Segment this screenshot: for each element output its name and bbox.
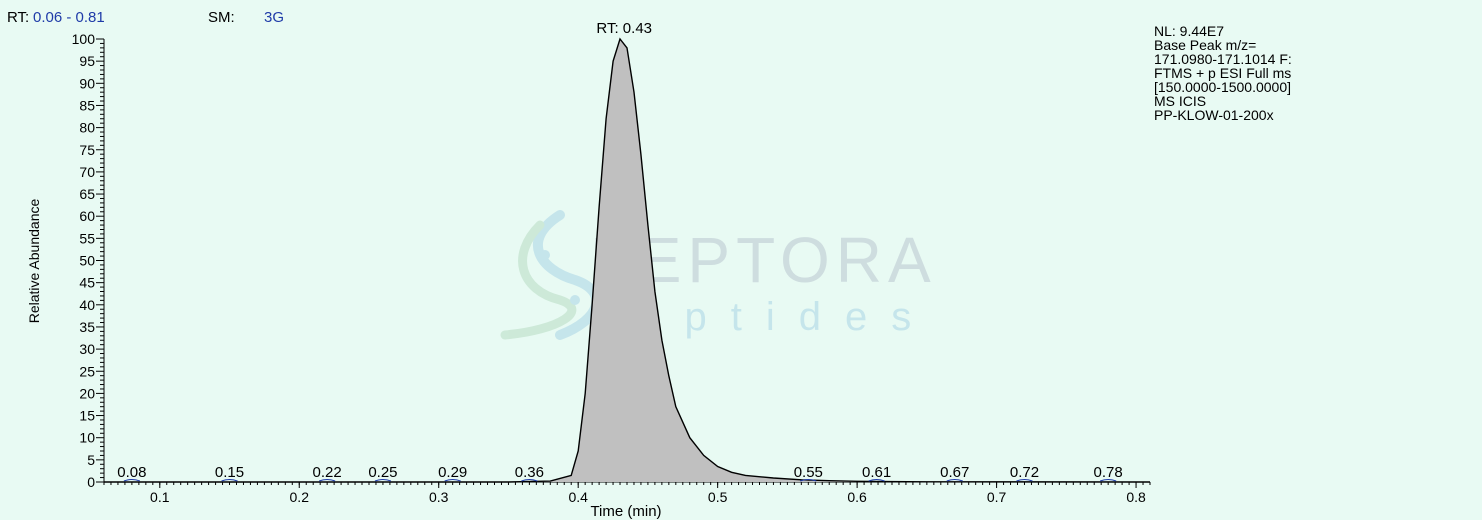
minor-peak-label: 0.22 [313, 464, 342, 481]
x-axis-title: Time (min) [590, 503, 661, 520]
minor-peak [1016, 479, 1033, 482]
minor-peak [1099, 479, 1117, 482]
label-layer: RT: 0.43 0.08 0.15 0.22 0.25 0.29 0.36 0.55 0.61… [117, 20, 1122, 481]
y-tick-label: 70 [79, 164, 95, 180]
y-tick-label: 50 [79, 253, 95, 269]
x-tick-label: 0.4 [568, 489, 588, 505]
minor-peak-label: 0.08 [117, 464, 146, 481]
y-tick-label: 30 [79, 341, 95, 357]
y-tick-label: 10 [79, 430, 95, 446]
y-tick-label: 95 [79, 53, 95, 69]
minor-peak [521, 479, 538, 482]
trace-fill [104, 39, 1150, 482]
y-tick-label: 45 [79, 275, 95, 291]
y-tick-label: 5 [87, 452, 95, 468]
x-tick-label: 0.6 [847, 489, 867, 505]
x-tick-label: 0.1 [150, 489, 170, 505]
y-tick-label: 100 [72, 31, 96, 47]
minor-peak-label: 0.15 [215, 464, 244, 481]
info-line: 171.0980-171.1014 F: [1154, 51, 1292, 67]
minor-peak [946, 479, 963, 482]
minor-peak-label: 0.67 [940, 464, 969, 481]
y-axis-title: Relative Abundance [26, 199, 42, 324]
info-line: MS ICIS [1154, 93, 1206, 109]
minor-peak [318, 479, 336, 482]
info-line: FTMS + p ESI Full ms [1154, 65, 1291, 81]
y-tick-label: 25 [79, 363, 95, 379]
peak-label: RT: 0.43 [596, 20, 652, 37]
y-tick-label: 55 [79, 230, 95, 246]
x-tick-label: 0.8 [1126, 489, 1146, 505]
minor-peak-label: 0.36 [515, 464, 544, 481]
minor-peak-label: 0.72 [1010, 464, 1039, 481]
y-tick-label: 40 [79, 297, 95, 313]
header-smooth-value: 3G [264, 9, 284, 26]
dna-helix-icon [500, 210, 602, 340]
trace-line [104, 37, 1151, 483]
y-tick-label: 60 [79, 208, 95, 224]
y-tick-label: 20 [79, 385, 95, 401]
header-smooth-label: SM: [208, 9, 235, 26]
x-tick-label: 0.5 [708, 489, 728, 505]
minor-peak [123, 479, 141, 482]
info-line: [150.0000-1500.0000] [1154, 79, 1291, 95]
trace-layer [104, 37, 1151, 483]
y-tick-label: 90 [79, 75, 95, 91]
y-tick-label: 65 [79, 186, 95, 202]
x-tick-label: 0.7 [987, 489, 1007, 505]
y-tick-label: 80 [79, 120, 95, 136]
minor-peak [374, 479, 392, 482]
y-tick-label: 0 [87, 474, 95, 490]
minor-peak-label: 0.78 [1094, 464, 1123, 481]
minor-peak-label: 0.29 [438, 464, 467, 481]
header-range-label: RT: [7, 9, 29, 26]
info-line: PP-KLOW-01-200x [1154, 107, 1274, 123]
minor-peak-label: 0.25 [368, 464, 397, 481]
x-tick-label: 0.2 [290, 489, 310, 505]
minor-peak [868, 479, 885, 482]
y-tick-label: 15 [79, 408, 95, 424]
x-tick-label: 0.3 [429, 489, 449, 505]
y-tick-label: 75 [79, 142, 95, 158]
y-tick-label: 35 [79, 319, 95, 335]
minor-peak-label: 0.61 [862, 464, 891, 481]
y-tick-label: 85 [79, 97, 95, 113]
info-line: Base Peak m/z= [1154, 37, 1256, 53]
minor-peak [444, 479, 461, 482]
minor-peak-label: 0.55 [794, 464, 823, 481]
watermark: PEPTORA peptides [500, 210, 931, 340]
header-range-value: 0.06 - 0.81 [33, 9, 105, 26]
minor-peak [221, 479, 238, 482]
minor-peak [800, 479, 817, 482]
info-line: NL: 9.44E7 [1154, 23, 1224, 39]
